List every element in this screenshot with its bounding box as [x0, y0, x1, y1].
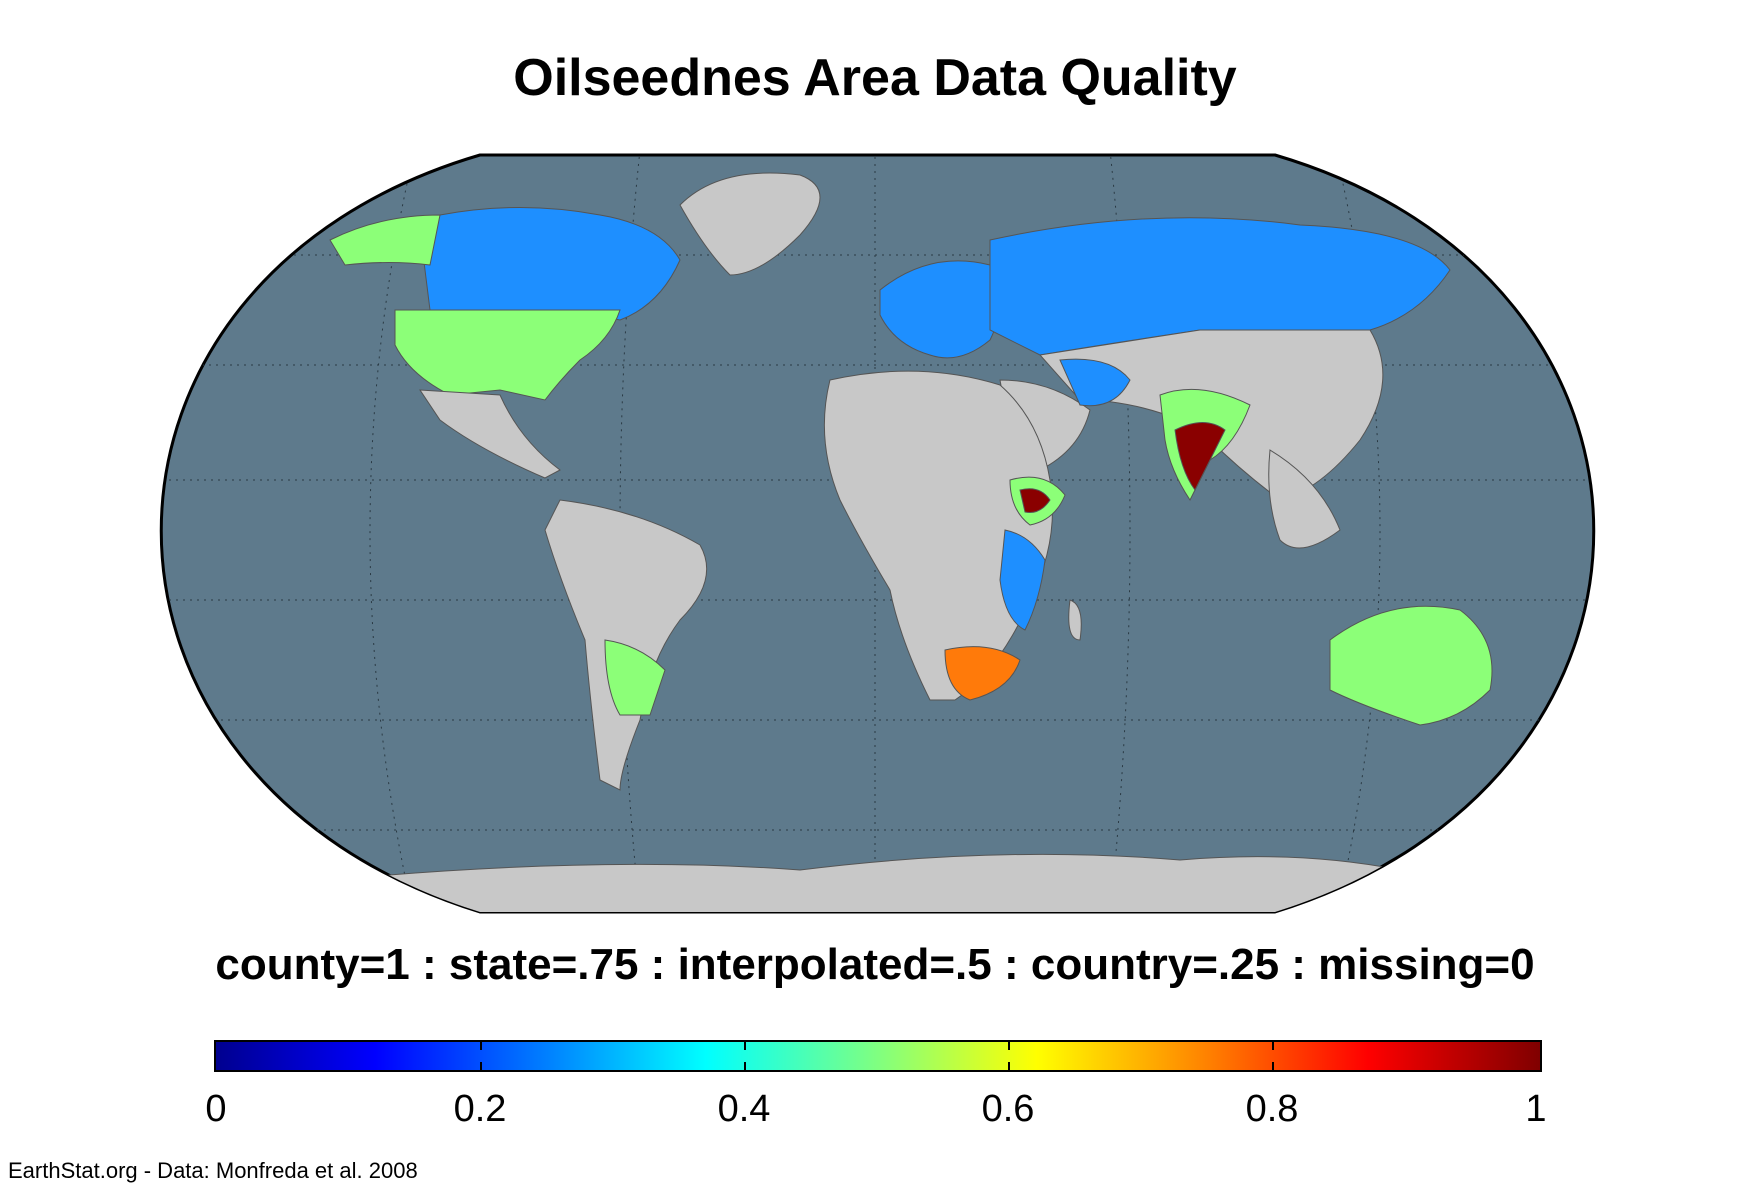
region-argentina	[604, 639, 666, 716]
colorbar-tick-label: 0.4	[717, 1088, 771, 1130]
colorbar-tick-label: 0.8	[1245, 1088, 1299, 1130]
world-map	[159, 153, 1596, 914]
colorbar-tick-label: 1	[1525, 1088, 1547, 1130]
mexico	[419, 389, 561, 479]
region-south-africa	[944, 646, 1021, 701]
colorbar-tick	[1272, 1042, 1274, 1050]
map-title: Oilseednes Area Data Quality	[513, 49, 1237, 107]
colorbar-tick-label: 0.2	[453, 1088, 507, 1130]
colorbar-tick	[480, 1042, 482, 1050]
data-credit: EarthStat.org - Data: Monfreda et al. 20…	[8, 1158, 418, 1183]
colorbar-tick	[1008, 1042, 1010, 1050]
antarctica	[329, 853, 1401, 912]
colorbar-tick	[1272, 1062, 1274, 1070]
colorbar-tick-label: 0	[205, 1088, 227, 1130]
greenland	[679, 172, 821, 276]
southeast-asia	[1268, 449, 1341, 549]
colorbar-tick	[1008, 1062, 1010, 1070]
region-ethiopia-county	[1019, 488, 1051, 513]
colorbar-tick	[744, 1062, 746, 1070]
region-united-states	[394, 309, 621, 401]
region-australia	[1329, 605, 1493, 726]
region-europe	[879, 260, 1001, 359]
iran	[1059, 358, 1131, 407]
region-canada	[419, 207, 681, 321]
region-alaska	[329, 214, 441, 266]
colorbar-tick-label: 0.6	[981, 1088, 1035, 1130]
colorbar-tick	[480, 1062, 482, 1070]
colorbar-tick	[744, 1042, 746, 1050]
region-east-africa	[999, 529, 1046, 631]
legend-caption: county=1 : state=.75 : interpolated=.5 :…	[215, 940, 1535, 989]
madagascar	[1068, 599, 1082, 641]
colorbar	[214, 1040, 1542, 1072]
region-india-county	[1174, 422, 1226, 491]
